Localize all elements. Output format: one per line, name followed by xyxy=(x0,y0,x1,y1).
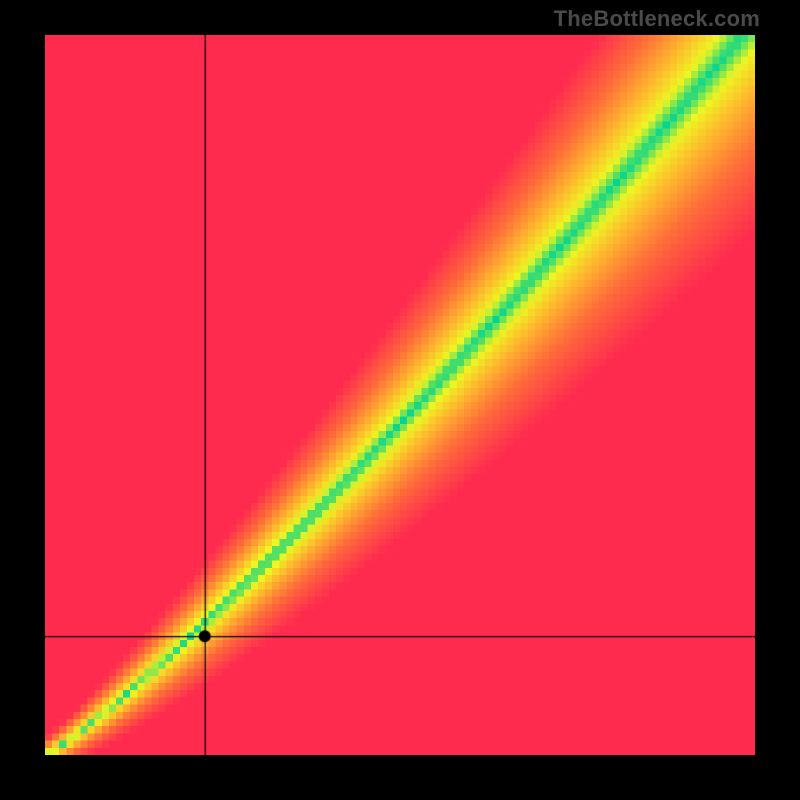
watermark-text: TheBottleneck.com xyxy=(554,6,760,32)
crosshair-overlay xyxy=(45,35,755,755)
